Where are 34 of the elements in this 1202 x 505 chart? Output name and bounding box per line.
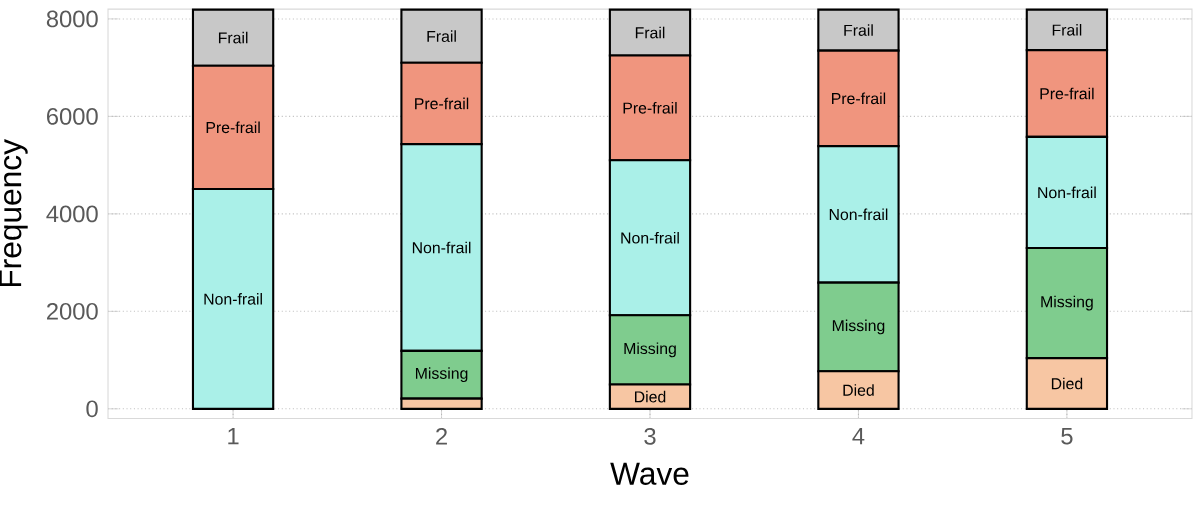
text: Pre-frail — [832, 92, 886, 105]
y-tick-label: 0 — [86, 400, 98, 418]
text: Died — [843, 384, 874, 396]
text: Frail — [635, 26, 665, 39]
x-tick-label: 5 — [1061, 427, 1073, 445]
text: Died — [1051, 377, 1083, 390]
y-tick-label: 8000 — [46, 10, 98, 28]
y-tick-label: 2000 — [47, 302, 98, 320]
x-tick-label: 4 — [852, 427, 865, 445]
series-label: Missing — [624, 342, 676, 358]
text: Missing — [832, 319, 885, 335]
series-label: Pre-frail — [206, 121, 260, 134]
y-axis-title: Frequency — [0, 139, 28, 287]
text: Non-frail — [412, 241, 471, 254]
text: Pre-frail — [623, 102, 677, 114]
y-tick-label: 4000 — [46, 205, 98, 223]
text: Pre-frail — [415, 97, 469, 110]
text: Missing — [415, 367, 468, 383]
series-label: Non-frail — [1038, 186, 1096, 199]
text: Non-frail — [204, 293, 262, 305]
text: Non-frail — [621, 231, 679, 244]
text: Missing — [1041, 295, 1093, 311]
x-tick-label: 3 — [644, 427, 656, 445]
series-label: Frail — [1052, 24, 1082, 36]
x-tick-label: 2 — [436, 427, 447, 445]
text: Frail — [218, 31, 248, 44]
text: Non-frail — [829, 208, 888, 221]
text: Frail — [427, 30, 456, 43]
text: Pre-frail — [1040, 87, 1094, 100]
y-tick-label: 6000 — [47, 107, 98, 125]
x-axis-title: Wave — [610, 462, 689, 485]
x-tick-label: 1 — [228, 427, 239, 445]
text: Frail — [844, 24, 873, 36]
series-label: Died — [634, 390, 666, 403]
